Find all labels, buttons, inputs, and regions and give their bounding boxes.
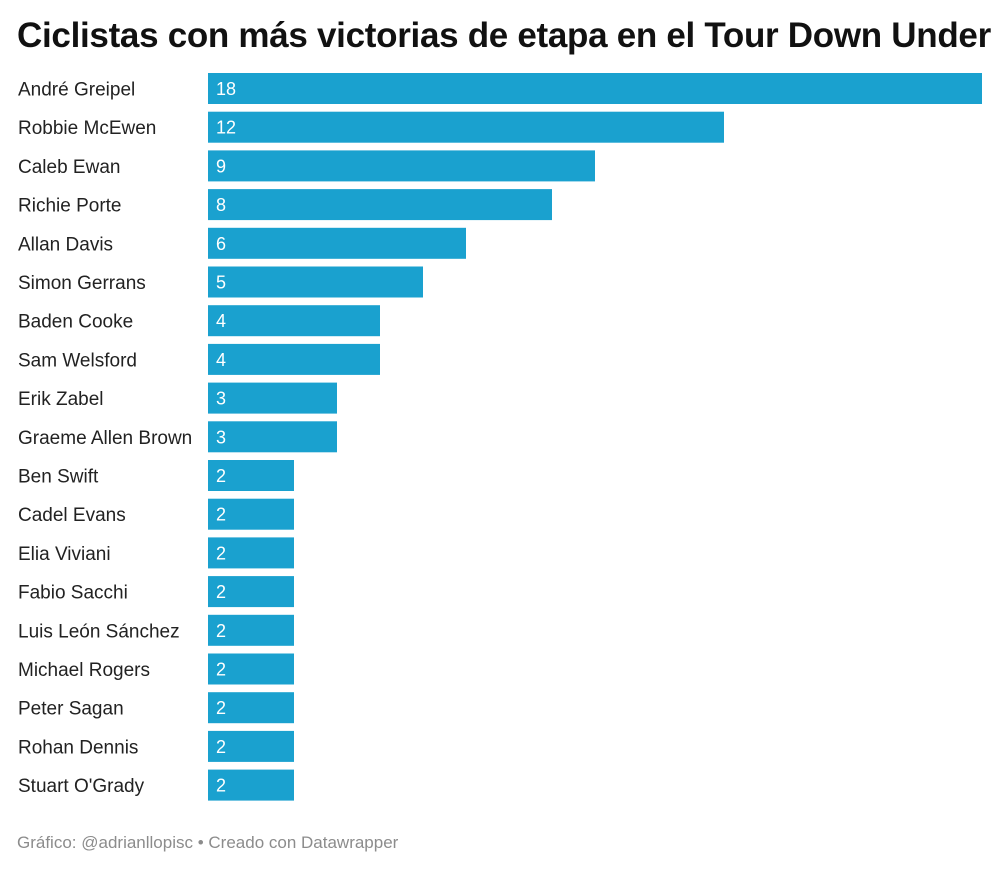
bar — [208, 343, 380, 375]
chart-rows: André Greipel 18 Robbie McEwen 12 Caleb Ewan… — [18, 73, 982, 801]
chart-title: Ciclistas con más victorias de etapa en … — [17, 16, 991, 55]
bar-value-label: 2 — [216, 621, 226, 641]
bar — [208, 769, 294, 801]
bar-row: Michael Rogers 2 — [18, 653, 294, 685]
category-label: Sam Welsford — [18, 350, 137, 371]
category-label: Allan Davis — [18, 234, 113, 255]
category-label: Simon Gerrans — [18, 273, 146, 294]
category-label: Michael Rogers — [18, 660, 150, 681]
bar-value-label: 9 — [216, 156, 226, 176]
bar-value-label: 5 — [216, 273, 226, 293]
bar — [208, 614, 294, 646]
bar — [208, 266, 423, 298]
bar-value-label: 3 — [216, 427, 226, 447]
bar — [208, 73, 982, 104]
bar-value-label: 2 — [216, 776, 226, 796]
bar — [208, 498, 294, 530]
category-label: Rohan Dennis — [18, 737, 138, 758]
bar — [208, 227, 466, 259]
category-label: André Greipel — [18, 80, 135, 101]
category-label: Caleb Ewan — [18, 157, 120, 178]
bar-row: Elia Viviani 2 — [18, 537, 294, 569]
bar-row: Rohan Dennis 2 — [18, 730, 294, 762]
bar-row: Baden Cooke 4 — [18, 305, 380, 337]
bar — [208, 460, 294, 491]
bar-value-label: 18 — [216, 79, 236, 99]
bar-row: André Greipel 18 — [18, 73, 982, 104]
bar-value-label: 2 — [216, 582, 226, 602]
category-label: Richie Porte — [18, 196, 122, 217]
bar — [208, 111, 724, 143]
bar-value-label: 2 — [216, 466, 226, 486]
bar-value-label: 2 — [216, 660, 226, 680]
category-label: Elia Viviani — [18, 544, 111, 565]
category-label: Robbie McEwen — [18, 118, 156, 139]
bar-value-label: 8 — [216, 195, 226, 215]
bar-row: Caleb Ewan 9 — [18, 150, 595, 182]
bar-row: Cadel Evans 2 — [18, 498, 294, 530]
category-label: Graeme Allen Brown — [18, 428, 192, 449]
category-label: Luis León Sánchez — [18, 621, 180, 642]
bar-value-label: 2 — [216, 737, 226, 757]
bar-value-label: 2 — [216, 543, 226, 563]
bar-value-label: 2 — [216, 505, 226, 525]
category-label: Cadel Evans — [18, 505, 126, 526]
bar-row: Robbie McEwen 12 — [18, 111, 724, 143]
bar-row: Graeme Allen Brown 3 — [18, 421, 337, 453]
bar-row: Sam Welsford 4 — [18, 343, 380, 375]
bar-row: Simon Gerrans 5 — [18, 266, 423, 298]
category-label: Stuart O'Grady — [18, 776, 145, 797]
bar — [208, 653, 294, 685]
bar-value-label: 4 — [216, 311, 226, 331]
bar-value-label: 3 — [216, 389, 226, 409]
category-label: Erik Zabel — [18, 389, 104, 410]
bar-row: Ben Swift 2 — [18, 460, 294, 491]
bar-row: Peter Sagan 2 — [18, 692, 294, 724]
bar-row: Fabio Sacchi 2 — [18, 576, 294, 608]
bar-row: Stuart O'Grady 2 — [18, 769, 294, 801]
bar — [208, 150, 595, 182]
bar — [208, 692, 294, 724]
category-label: Peter Sagan — [18, 699, 124, 720]
bar-value-label: 4 — [216, 350, 226, 370]
bar — [208, 382, 337, 414]
bar — [208, 421, 337, 453]
category-label: Ben Swift — [18, 467, 99, 488]
bar-row: Luis León Sánchez 2 — [18, 614, 294, 646]
bar — [208, 730, 294, 762]
bar-row: Allan Davis 6 — [18, 227, 466, 259]
bar — [208, 189, 552, 221]
category-label: Baden Cooke — [18, 312, 133, 333]
bar — [208, 537, 294, 569]
chart-credit: Gráfico: @adrianllopisc • Creado con Dat… — [17, 833, 399, 852]
bar-value-label: 6 — [216, 234, 226, 254]
bar-chart: André Greipel 18 Robbie McEwen 12 Caleb Ewan… — [18, 73, 982, 801]
bar — [208, 576, 294, 608]
bar-value-label: 2 — [216, 698, 226, 718]
bar-row: Richie Porte 8 — [18, 189, 552, 221]
bar-row: Erik Zabel 3 — [18, 382, 337, 414]
category-label: Fabio Sacchi — [18, 583, 128, 604]
bar — [208, 305, 380, 337]
bar-value-label: 12 — [216, 118, 236, 138]
